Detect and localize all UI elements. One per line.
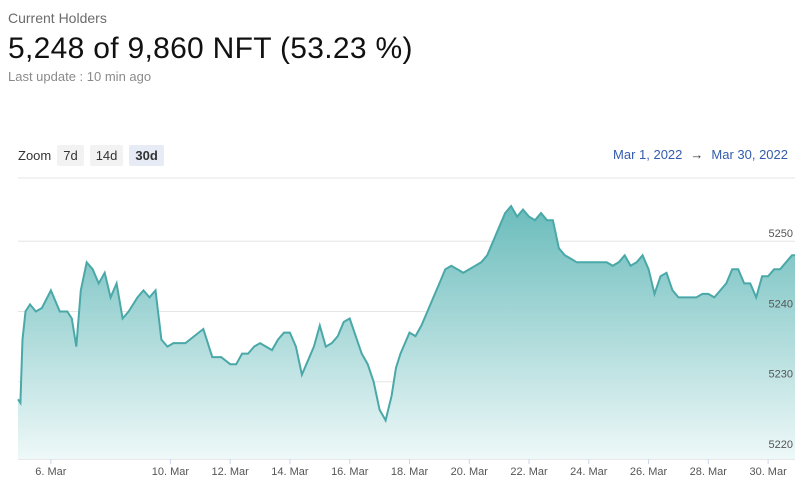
x-tick-label: 16. Mar bbox=[331, 466, 369, 478]
x-tick-label: 28. Mar bbox=[690, 466, 728, 478]
y-tick-label: 5240 bbox=[769, 298, 793, 310]
x-tick-label: 6. Mar bbox=[35, 466, 67, 478]
holders-headline: 5,248 of 9,860 NFT (53.23 %) bbox=[8, 32, 413, 65]
zoom-14d-button[interactable]: 14d bbox=[89, 145, 124, 166]
holders-area bbox=[18, 206, 795, 459]
date-range: Mar 1, 2022 → Mar 30, 2022 bbox=[613, 147, 788, 162]
x-tick-label: 12. Mar bbox=[212, 466, 250, 478]
range-arrow: → bbox=[690, 147, 704, 162]
x-tick-label: 30. Mar bbox=[749, 466, 787, 478]
x-tick-label: 18. Mar bbox=[391, 466, 429, 478]
y-tick-label: 5250 bbox=[769, 228, 793, 240]
x-tick-label: 26. Mar bbox=[630, 466, 668, 478]
range-end-date[interactable]: Mar 30, 2022 bbox=[711, 147, 788, 162]
y-tick-label: 5220 bbox=[769, 439, 793, 451]
zoom-label: Zoom bbox=[18, 148, 52, 163]
x-tick-label: 20. Mar bbox=[451, 466, 489, 478]
x-tick-label: 22. Mar bbox=[510, 466, 548, 478]
x-tick-label: 10. Mar bbox=[152, 466, 190, 478]
zoom-30d-button[interactable]: 30d bbox=[129, 145, 164, 166]
holders-line bbox=[17, 204, 795, 424]
x-tick-label: 14. Mar bbox=[271, 466, 309, 478]
zoom-7d-button[interactable]: 7d bbox=[57, 145, 84, 166]
last-update-text: Last update : 10 min ago bbox=[8, 69, 152, 84]
y-tick-label: 5230 bbox=[769, 369, 793, 381]
chart-subtitle: Current Holders bbox=[8, 10, 107, 26]
x-tick-label: 24. Mar bbox=[570, 466, 608, 478]
range-start-date[interactable]: Mar 1, 2022 bbox=[613, 147, 683, 162]
zoom-controls: Zoom 7d 14d 30d bbox=[18, 145, 170, 166]
holders-area-chart: 5220 5230 5240 5250 6. Mar 10. Mar 12. Mar 14.… bbox=[17, 177, 795, 478]
